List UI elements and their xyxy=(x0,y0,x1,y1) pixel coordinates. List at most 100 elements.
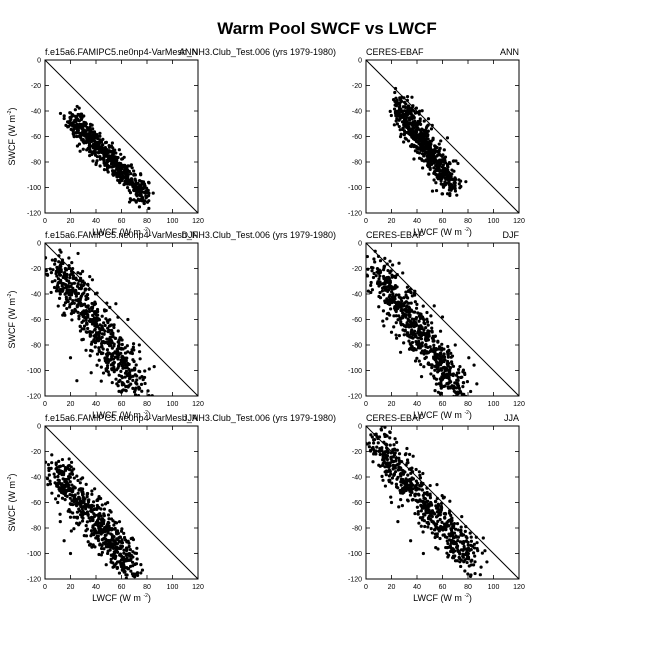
data-point xyxy=(385,276,389,280)
data-point xyxy=(430,329,434,333)
data-point xyxy=(357,274,360,277)
data-point xyxy=(122,531,126,535)
data-point xyxy=(443,176,447,180)
data-point xyxy=(122,535,127,540)
data-point xyxy=(125,573,129,577)
data-point xyxy=(452,531,457,535)
data-point xyxy=(71,286,75,290)
data-point xyxy=(72,515,76,519)
data-point xyxy=(54,289,59,293)
data-point xyxy=(417,470,421,474)
data-point xyxy=(95,498,99,503)
data-point xyxy=(429,517,433,522)
data-point xyxy=(125,165,129,169)
data-point xyxy=(94,162,98,167)
data-point xyxy=(71,298,75,303)
data-point xyxy=(93,334,98,338)
data-point xyxy=(54,461,58,465)
data-point xyxy=(129,172,133,176)
data-point xyxy=(68,276,72,280)
data-point xyxy=(478,573,482,577)
data-point xyxy=(53,262,57,266)
data-point xyxy=(420,315,425,319)
data-point xyxy=(64,291,68,295)
data-point xyxy=(428,494,432,498)
data-point xyxy=(413,293,417,297)
data-point xyxy=(388,436,392,440)
data-point xyxy=(97,336,101,340)
data-point xyxy=(385,448,389,452)
data-point xyxy=(382,440,386,444)
data-point xyxy=(430,509,435,513)
data-point xyxy=(128,373,132,377)
data-point xyxy=(118,181,122,185)
data-point xyxy=(86,146,90,151)
data-point xyxy=(92,528,96,532)
data-point xyxy=(439,368,444,372)
data-point xyxy=(408,452,412,456)
data-point xyxy=(72,467,76,471)
data-point xyxy=(422,119,426,123)
data-point xyxy=(51,268,55,272)
data-point xyxy=(90,305,95,309)
data-point xyxy=(130,348,134,352)
data-point xyxy=(380,474,384,478)
data-point xyxy=(406,107,411,111)
data-point xyxy=(437,361,441,365)
panels: 0 20 40 60 80 100 1200-20-40-60-80-100-120f.e1… xyxy=(7,47,525,603)
y-tick-label: -100 xyxy=(27,185,41,192)
data-point xyxy=(115,537,119,541)
data-point xyxy=(392,443,396,447)
data-point xyxy=(411,333,415,337)
data-point xyxy=(461,552,465,556)
x-tick-label: 80 xyxy=(143,584,151,591)
x-tick-label: 0 xyxy=(364,401,368,408)
data-point xyxy=(138,357,142,361)
data-point xyxy=(423,337,428,341)
data-point xyxy=(440,192,445,196)
data-point xyxy=(98,331,102,335)
data-point xyxy=(437,142,441,146)
data-point xyxy=(78,149,82,153)
data-point xyxy=(440,375,444,379)
data-point xyxy=(93,487,97,491)
data-point xyxy=(370,435,374,439)
data-point xyxy=(108,344,113,348)
data-point xyxy=(91,500,96,504)
data-point xyxy=(133,366,137,371)
data-point xyxy=(139,382,144,386)
data-point xyxy=(118,167,122,171)
scatter-panel: 0 20 40 60 80 100 120 0 -20 -40 -60 -80 -100 -120 CERE… xyxy=(348,413,525,603)
data-point xyxy=(100,543,104,547)
data-point xyxy=(126,380,130,384)
data-point xyxy=(405,295,409,299)
data-point xyxy=(380,446,384,450)
data-point xyxy=(111,546,116,550)
data-point xyxy=(436,370,440,374)
data-point xyxy=(439,139,443,143)
data-point xyxy=(386,301,390,306)
data-point xyxy=(435,145,439,150)
data-point xyxy=(455,546,459,550)
data-point xyxy=(86,326,90,331)
data-point xyxy=(92,507,97,512)
data-point xyxy=(45,268,48,273)
data-point xyxy=(378,296,383,300)
data-point xyxy=(120,363,124,368)
data-point xyxy=(81,126,85,131)
data-point xyxy=(63,301,68,305)
data-point xyxy=(384,285,388,289)
data-point xyxy=(397,314,401,318)
data-point xyxy=(419,135,423,140)
data-point xyxy=(90,330,94,334)
data-point xyxy=(374,432,378,436)
data-point xyxy=(136,197,141,201)
data-point xyxy=(129,180,133,184)
data-point xyxy=(106,351,110,355)
data-point xyxy=(116,344,121,348)
data-point xyxy=(68,515,73,519)
data-point xyxy=(120,538,124,542)
data-point xyxy=(471,551,476,555)
data-point xyxy=(400,299,404,303)
data-point xyxy=(100,335,104,339)
